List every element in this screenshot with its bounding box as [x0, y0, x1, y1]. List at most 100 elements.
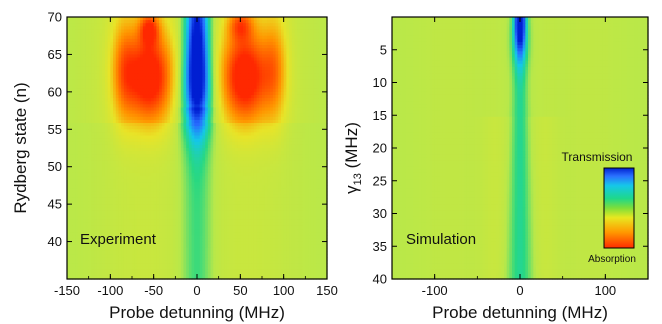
heatmap-cell	[99, 73, 103, 77]
heatmap-cell	[107, 48, 111, 52]
heatmap-cell	[270, 35, 274, 40]
heatmap-cell	[175, 23, 179, 27]
heatmap-cell	[134, 23, 139, 27]
heatmap-cell	[161, 63, 166, 68]
heatmap-cell	[121, 26, 125, 31]
heatmap-cell	[113, 66, 117, 71]
heatmap-cell	[142, 73, 147, 77]
heatmap-cell	[291, 45, 296, 49]
heatmap-cell	[302, 57, 306, 62]
heatmap-cell	[175, 38, 179, 43]
heatmap-cell	[280, 51, 285, 56]
heatmap-cell	[123, 17, 128, 21]
heatmap-cell	[164, 66, 168, 71]
heatmap-cell	[302, 35, 306, 40]
heatmap-cell	[215, 48, 220, 52]
heatmap-cell	[229, 57, 233, 62]
heatmap-cell	[213, 20, 217, 24]
heatmap-cell	[270, 60, 274, 65]
heatmap-cell	[267, 54, 271, 59]
heatmap-cell	[305, 63, 309, 68]
heatmap-cell	[132, 48, 136, 52]
heatmap-cell	[161, 51, 166, 56]
heatmap-cell	[172, 17, 176, 21]
heatmap-cell	[207, 73, 212, 77]
heatmap-cell	[140, 51, 144, 56]
heatmap-cell	[302, 63, 306, 68]
heatmap-cell	[142, 54, 147, 59]
heatmap-cell	[221, 66, 225, 71]
heatmap-cell	[272, 35, 277, 40]
heatmap-cell	[318, 51, 323, 56]
heatmap-cell	[229, 51, 233, 56]
heatmap-cell	[199, 51, 204, 56]
heatmap-cell	[80, 32, 84, 37]
heatmap-cell	[221, 17, 225, 21]
heatmap-cell	[302, 60, 306, 65]
heatmap-cell	[245, 73, 250, 77]
heatmap-cell	[67, 51, 71, 56]
heatmap-cell	[85, 35, 90, 40]
heatmap-cell	[224, 38, 228, 43]
heatmap-cell	[67, 35, 71, 40]
heatmap-cell	[243, 70, 247, 74]
heatmap-cell	[153, 76, 157, 80]
heatmap-cell	[313, 73, 317, 77]
heatmap-cell	[253, 60, 258, 65]
heatmap-cell	[237, 63, 241, 68]
heatmap-cell	[121, 38, 125, 43]
heatmap-cell	[240, 17, 244, 21]
heatmap-cell	[278, 63, 282, 68]
heatmap-cell	[110, 73, 114, 77]
heatmap-cell	[275, 29, 279, 34]
heatmap-cell	[142, 17, 147, 21]
heatmap-cell	[83, 29, 87, 34]
heatmap-cell	[72, 66, 76, 71]
heatmap-cell	[275, 35, 279, 40]
heatmap-cell	[243, 57, 247, 62]
heatmap-cell	[178, 73, 182, 77]
heatmap-cell	[267, 57, 271, 62]
heatmap-cell	[221, 73, 225, 77]
heatmap-cell	[221, 48, 225, 52]
heatmap-cell	[113, 73, 117, 77]
heatmap-cell	[243, 45, 247, 49]
heatmap-cell	[183, 17, 187, 21]
heatmap-cell	[140, 70, 144, 74]
heatmap-cell	[243, 35, 247, 40]
heatmap-cell	[267, 32, 271, 37]
heatmap-cell	[178, 26, 182, 31]
heatmap-cell	[113, 45, 117, 49]
heatmap-cell	[259, 17, 263, 21]
heatmap-cell	[156, 76, 160, 80]
heatmap-cell	[197, 73, 201, 77]
heatmap-cell	[102, 60, 106, 65]
heatmap-cell	[302, 32, 306, 37]
heatmap-cell	[183, 20, 187, 24]
heatmap-cell	[272, 70, 277, 74]
heatmap-cell	[129, 73, 133, 77]
heatmap-cell	[107, 38, 111, 43]
heatmap-cell	[148, 32, 152, 37]
heatmap-cell	[278, 23, 282, 27]
heatmap-cell	[253, 26, 258, 31]
heatmap-cell	[251, 51, 255, 56]
heatmap-cell	[178, 63, 182, 68]
heatmap-cell	[237, 57, 241, 62]
heatmap-cell	[186, 23, 190, 27]
heatmap-cell	[280, 29, 285, 34]
heatmap-cell	[150, 41, 155, 46]
heatmap-cell	[77, 57, 82, 62]
heatmap-cell	[96, 60, 101, 65]
heatmap-cell	[188, 63, 193, 68]
heatmap-cell	[245, 60, 250, 65]
heatmap-cell	[243, 48, 247, 52]
heatmap-cell	[167, 35, 171, 40]
heatmap-cell	[96, 76, 101, 80]
heatmap-cell	[99, 35, 103, 40]
heatmap-cell	[210, 23, 214, 27]
heatmap-cell	[191, 41, 195, 46]
heatmap-cell	[289, 45, 293, 49]
heatmap-cell	[167, 48, 171, 52]
heatmap-cell	[321, 51, 325, 56]
